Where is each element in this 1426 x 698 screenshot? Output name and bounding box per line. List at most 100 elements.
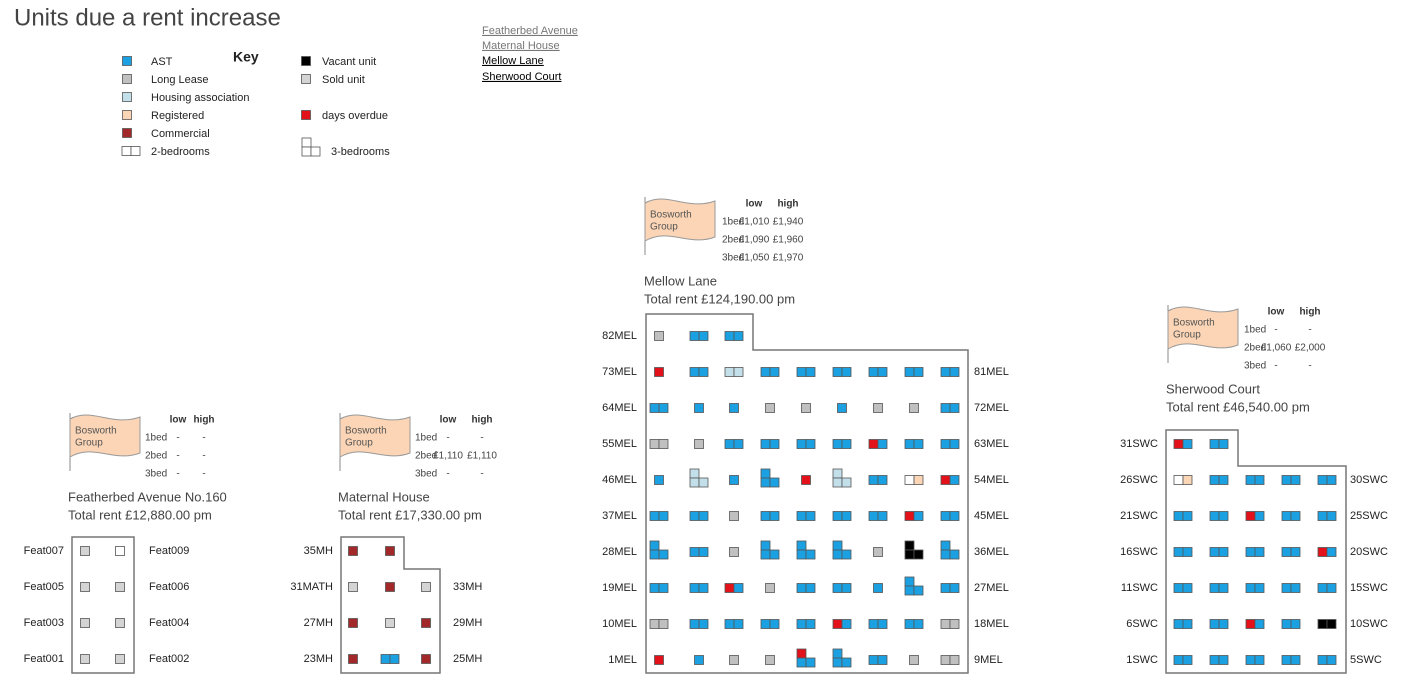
unit-square	[868, 439, 879, 449]
key-label: Housing association	[151, 92, 249, 104]
table-row-label: 2bed	[722, 235, 744, 246]
unit-square	[796, 439, 807, 449]
table-cell: £1,970	[773, 253, 804, 264]
building-outline	[645, 313, 969, 674]
unit-square	[769, 439, 780, 449]
unit-square	[1182, 655, 1193, 665]
unit-square	[733, 367, 744, 377]
unit-square	[841, 549, 852, 560]
unit-square	[904, 549, 915, 560]
unit-square	[1254, 511, 1265, 521]
unit-square	[909, 655, 919, 665]
unit-square	[760, 511, 771, 521]
unit-square	[873, 583, 883, 593]
unit-square	[1326, 655, 1337, 665]
unit-square	[1326, 583, 1337, 593]
building-link[interactable]: Featherbed Avenue	[482, 25, 578, 37]
table-cell: £2,000	[1295, 343, 1326, 354]
unit-square	[658, 439, 669, 449]
unit-square	[380, 654, 391, 664]
unit-square	[1290, 547, 1301, 557]
unit-square	[1254, 475, 1265, 485]
unit-square	[832, 439, 843, 449]
unit-square	[698, 331, 709, 341]
unit-square	[877, 511, 888, 521]
table-cell: -	[446, 469, 449, 480]
building-link[interactable]: Mellow Lane	[482, 55, 544, 67]
unit-square	[877, 475, 888, 485]
unit-square	[301, 110, 311, 120]
flag-label: Group	[650, 222, 678, 233]
unit-square	[1290, 655, 1301, 665]
row-label-left: 64MEL	[602, 402, 637, 414]
unit-square	[348, 582, 358, 592]
unit-square	[385, 582, 395, 592]
row-label-left: 11SWC	[1121, 582, 1158, 594]
row-label-right: 9MEL	[974, 654, 1003, 666]
unit-square	[904, 511, 915, 521]
unit-square	[301, 146, 312, 157]
unit-square	[649, 511, 660, 521]
row-label-right: 63MEL	[974, 438, 1009, 450]
unit-square	[940, 439, 951, 449]
unit-square	[796, 540, 807, 551]
unit-square	[301, 137, 312, 148]
unit-square	[873, 403, 883, 413]
unit-square	[841, 367, 852, 377]
row-label-right: 27MEL	[974, 582, 1009, 594]
building-link[interactable]: Sherwood Court	[482, 71, 562, 83]
building-name: Maternal House	[338, 489, 430, 504]
unit-square	[913, 439, 924, 449]
unit-square	[940, 540, 951, 551]
unit-square	[832, 619, 843, 629]
building-total: Total rent £17,330.00 pm	[338, 507, 482, 522]
key-label: Registered	[151, 110, 204, 122]
flag-label: Group	[75, 438, 103, 449]
unit-square	[760, 619, 771, 629]
unit-square	[385, 546, 395, 556]
unit-square	[760, 540, 771, 551]
building-name: Mellow Lane	[644, 273, 717, 288]
unit-square	[1209, 511, 1220, 521]
unit-square	[689, 367, 700, 377]
key-label: 3-bedrooms	[331, 146, 390, 158]
unit-square	[832, 511, 843, 521]
unit-square	[698, 477, 709, 488]
unit-square	[1173, 619, 1184, 629]
unit-square	[1173, 547, 1184, 557]
unit-square	[1218, 547, 1229, 557]
row-label-right: Feat009	[149, 545, 189, 557]
table-cell: -	[176, 433, 179, 444]
table-row-label: 1bed	[722, 217, 744, 228]
unit-square	[949, 475, 960, 485]
unit-square	[904, 367, 915, 377]
unit-square	[115, 546, 125, 556]
row-label-right: 30SWC	[1350, 474, 1388, 486]
unit-square	[949, 583, 960, 593]
row-label-right: 10SWC	[1350, 618, 1388, 630]
unit-square	[940, 475, 951, 485]
table-cell: -	[1308, 325, 1311, 336]
unit-square	[805, 439, 816, 449]
unit-square	[1290, 475, 1301, 485]
unit-square	[805, 367, 816, 377]
unit-square	[832, 657, 843, 668]
unit-square	[904, 576, 915, 587]
unit-square	[654, 331, 664, 341]
building-link[interactable]: Maternal House	[482, 40, 560, 52]
unit-square	[649, 619, 660, 629]
unit-square	[649, 439, 660, 449]
unit-square	[649, 549, 660, 560]
unit-square	[1209, 475, 1220, 485]
flag-label: Bosworth	[1173, 318, 1215, 329]
unit-square	[760, 549, 771, 560]
unit-square	[1218, 511, 1229, 521]
table-cell: -	[176, 469, 179, 480]
key-label: Vacant unit	[322, 56, 376, 68]
row-label-left: 55MEL	[602, 438, 637, 450]
unit-square	[913, 475, 924, 485]
unit-square	[1245, 619, 1256, 629]
unit-square	[949, 403, 960, 413]
unit-square	[698, 619, 709, 629]
table-cell: -	[480, 433, 483, 444]
